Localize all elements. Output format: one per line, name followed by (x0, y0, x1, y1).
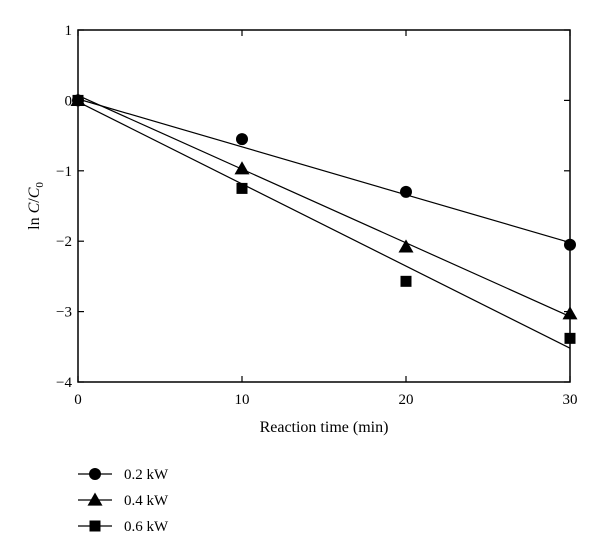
x-axis-title: Reaction time (min) (260, 419, 389, 436)
fit-line-square (77, 101, 571, 349)
legend-marker-square (89, 520, 101, 532)
y-tick-label: −2 (56, 234, 72, 250)
data-point-circle (564, 238, 576, 251)
data-point-circle (236, 133, 248, 146)
data-point-triangle (234, 161, 250, 175)
data-point-square (236, 182, 248, 194)
x-tick-label: 20 (399, 392, 414, 408)
fit-line-circle (77, 98, 571, 244)
y-tick-label: 0 (65, 93, 73, 109)
legend-label: 0.6 kW (124, 519, 169, 535)
fit-line-triangle (77, 94, 571, 318)
data-point-triangle (398, 239, 414, 253)
legend-label: 0.4 kW (124, 493, 169, 509)
data-point-circle (400, 185, 412, 198)
data-point-triangle (562, 306, 578, 320)
y-axis-title: ln C/C0 (26, 182, 46, 230)
y-tick-label: −1 (56, 164, 72, 180)
y-tick-label: −4 (56, 375, 72, 391)
plot-frame (77, 29, 571, 383)
data-point-square (72, 94, 84, 106)
x-tick-label: 10 (235, 392, 250, 408)
x-tick-label: 30 (563, 392, 578, 408)
y-tick-label: 1 (65, 23, 73, 39)
y-tick-label: −3 (56, 305, 72, 321)
legend-marker-circle (89, 468, 101, 480)
data-point-square (400, 275, 412, 287)
legend-label: 0.2 kW (124, 467, 169, 483)
x-tick-label: 0 (74, 392, 82, 408)
data-point-square (564, 332, 576, 344)
legend-marker-triangle (87, 492, 103, 506)
legend: 0.2 kW 0.4 kW 0.6 kW (78, 467, 169, 535)
